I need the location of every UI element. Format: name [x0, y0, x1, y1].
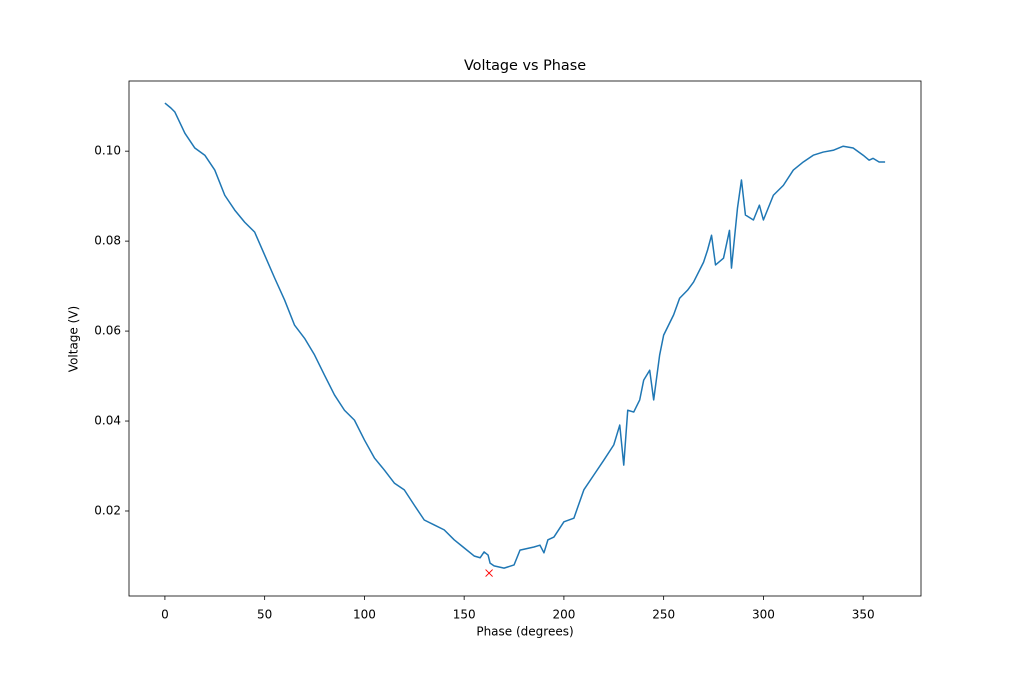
- min-marker: [485, 569, 493, 577]
- y-tick-label: 0.08: [94, 234, 121, 248]
- x-tick-label: 0: [161, 608, 169, 622]
- x-tick-label: 50: [257, 608, 272, 622]
- y-tick-label: 0.02: [94, 503, 121, 517]
- y-tick-label: 0.10: [94, 144, 121, 158]
- y-axis-label: Voltage (V): [67, 306, 81, 372]
- data-line: [164, 102, 886, 569]
- y-tick-label: 0.04: [94, 414, 121, 428]
- x-axis-label: Phase (degrees): [476, 625, 573, 639]
- x-tick-label: 200: [552, 608, 575, 622]
- y-tick-label: 0.06: [94, 324, 121, 338]
- x-tick-label: 100: [353, 608, 376, 622]
- x-tick-label: 350: [852, 608, 875, 622]
- x-tick-label: 300: [752, 608, 775, 622]
- chart-title: Voltage vs Phase: [464, 58, 586, 74]
- x-tick-label: 150: [453, 608, 476, 622]
- plot-frame: [128, 80, 922, 597]
- min-marker-stroke: [485, 569, 493, 577]
- x-tick-label: 250: [652, 608, 675, 622]
